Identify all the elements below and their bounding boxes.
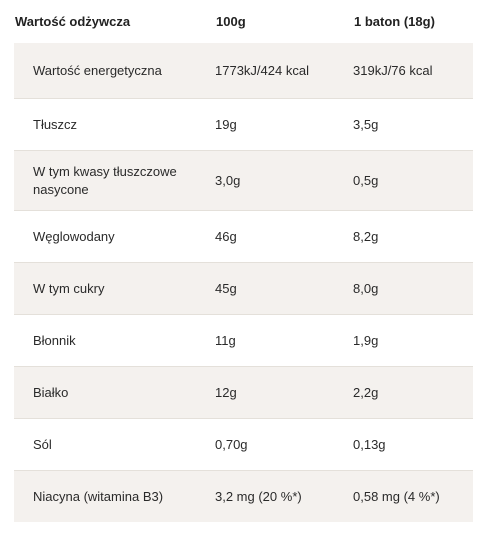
value-per-bar: 2,2g	[353, 385, 379, 400]
nutrition-table: Wartość odżywcza 100g 1 baton (18g) Wart…	[0, 0, 491, 522]
nutrient-name: Węglowodany	[33, 228, 115, 244]
nutrient-name: Tłuszcz	[33, 116, 78, 132]
nutrient-name: W tym kwasy tłuszczowe nasycone	[33, 163, 177, 197]
value-per-bar: 0,58 mg (4 %*)	[353, 489, 440, 504]
nutrient-name: W tym cukry	[33, 280, 105, 296]
value-per-100g: 1773kJ/424 kcal	[215, 63, 309, 78]
header-per-bar: 1 baton (18g)	[354, 14, 435, 29]
table-header: Wartość odżywcza 100g 1 baton (18g)	[0, 0, 491, 43]
value-per-100g: 0,70g	[215, 437, 248, 452]
nutrient-name: Białko	[33, 384, 69, 400]
table-row-niacin: Niacyna (witamina B3) 3,2 mg (20 %*) 0,5…	[14, 470, 473, 522]
value-per-100g: 3,2 mg (20 %*)	[215, 489, 302, 504]
table-row-carbohydrates: Węglowodany 46g 8,2g	[14, 210, 473, 262]
value-per-100g: 45g	[215, 281, 237, 296]
value-per-100g: 11g	[215, 333, 236, 348]
table-row-protein: Białko 12g 2,2g	[14, 366, 473, 418]
value-per-100g: 3,0g	[215, 173, 241, 188]
header-per-100g: 100g	[216, 14, 246, 29]
header-nutrient: Wartość odżywcza	[15, 13, 131, 29]
table-row-energy: Wartość energetyczna 1773kJ/424 kcal 319…	[14, 43, 473, 98]
value-per-bar: 1,9g	[353, 333, 379, 348]
value-per-bar: 8,2g	[353, 229, 379, 244]
table-row-fiber: Błonnik 11g 1,9g	[14, 314, 473, 366]
nutrient-name: Sól	[33, 436, 52, 452]
nutrient-name: Błonnik	[33, 332, 76, 348]
value-per-bar: 319kJ/76 kcal	[353, 63, 433, 78]
value-per-bar: 0,13g	[353, 437, 386, 452]
value-per-100g: 12g	[215, 385, 237, 400]
value-per-bar: 0,5g	[353, 173, 379, 188]
table-row-fat: Tłuszcz 19g 3,5g	[14, 98, 473, 150]
nutrient-name: Wartość energetyczna	[33, 62, 162, 78]
value-per-bar: 3,5g	[353, 117, 379, 132]
value-per-100g: 46g	[215, 229, 237, 244]
table-row-saturated-fat: W tym kwasy tłuszczowe nasycone 3,0g 0,5…	[14, 150, 473, 210]
value-per-bar: 8,0g	[353, 281, 379, 296]
table-row-salt: Sól 0,70g 0,13g	[14, 418, 473, 470]
nutrient-name: Niacyna (witamina B3)	[33, 488, 164, 504]
value-per-100g: 19g	[215, 117, 237, 132]
table-row-sugars: W tym cukry 45g 8,0g	[14, 262, 473, 314]
